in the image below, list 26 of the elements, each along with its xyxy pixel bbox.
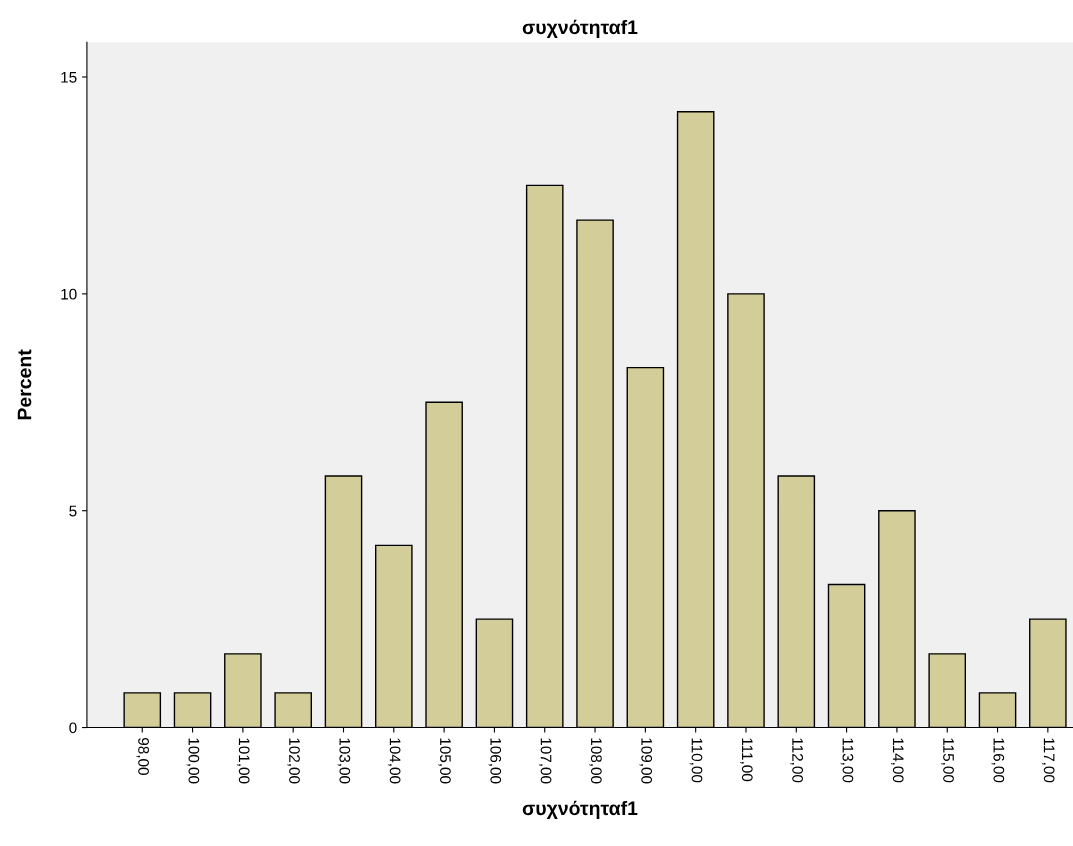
x-tick-label: 102,00	[287, 738, 300, 784]
x-tick-label: 111,00	[740, 738, 753, 782]
x-tick-label: 113,00	[840, 738, 854, 783]
x-tick-label: 104,00	[387, 738, 401, 784]
x-tick-label: 114,00	[891, 738, 904, 783]
x-tick-label: 101,00	[236, 738, 250, 784]
x-tick-label: 112,00	[790, 738, 804, 783]
x-tick-label: 110,00	[689, 738, 703, 783]
x-axis-title: συχνότηταf1	[522, 800, 638, 820]
x-tick-label: 100,00	[186, 738, 200, 784]
x-tick-label: 98,00	[136, 738, 149, 775]
y-tick-label: 10	[61, 288, 77, 300]
x-tick-label: 116,00	[991, 738, 1005, 783]
x-tick-label: 115,00	[941, 738, 954, 783]
x-tick-label: 117,00	[1041, 738, 1055, 783]
x-tick-label: 103,00	[337, 738, 351, 784]
x-tick-label: 108,00	[589, 738, 602, 784]
y-tick-label: 15	[61, 72, 77, 83]
chart-title: συχνότηταf1	[522, 19, 638, 38]
y-tick-label: 5	[69, 505, 77, 517]
y-tick-label: 0	[69, 722, 77, 734]
x-tick-label: 109,00	[639, 738, 653, 784]
y-axis-title: Percent	[17, 349, 32, 420]
x-tick-label: 107,00	[538, 738, 552, 784]
x-tick-label: 105,00	[438, 738, 451, 784]
x-tick-label: 106,00	[488, 738, 502, 784]
